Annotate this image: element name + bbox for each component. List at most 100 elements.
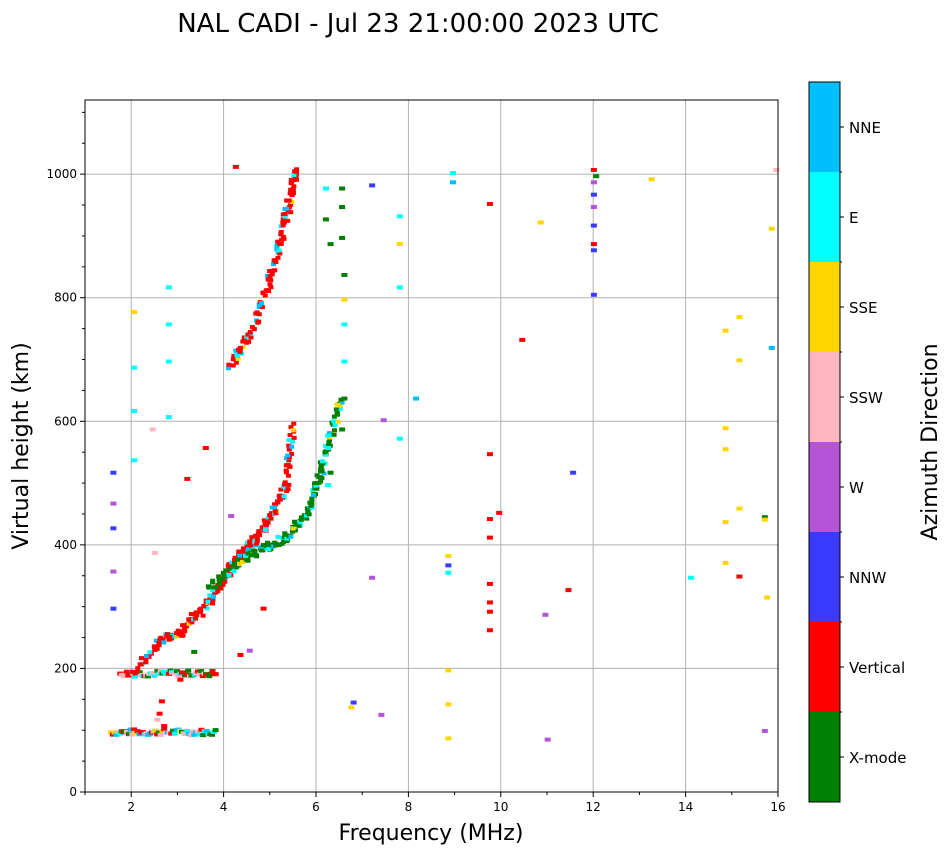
echo-point [201, 604, 207, 609]
echo-point [318, 479, 324, 484]
echo-point [331, 419, 337, 424]
echo-point [323, 452, 329, 457]
echo-point [154, 717, 161, 722]
echo-point [722, 520, 729, 525]
x-tick-label: 8 [405, 800, 413, 814]
echo-point [268, 285, 274, 290]
echo-point [168, 731, 175, 736]
echo-point [226, 562, 232, 567]
echo-point [486, 581, 493, 586]
echo-point [326, 442, 332, 447]
echo-point [149, 427, 156, 432]
echo-point [154, 646, 160, 651]
y-axis-label: Virtual height (km) [9, 342, 34, 549]
echo-point [209, 732, 216, 737]
echo-point [590, 292, 597, 297]
echo-point [590, 248, 597, 253]
echo-point [565, 588, 572, 593]
echo-point [263, 523, 269, 528]
echo-point [590, 242, 597, 247]
echo-point [156, 643, 162, 648]
echo-point [736, 574, 743, 579]
echo-point [284, 536, 290, 541]
echo-point [220, 582, 226, 587]
echo-point [282, 480, 288, 485]
echo-point [237, 346, 243, 351]
echo-point [294, 167, 300, 172]
echo-point [249, 543, 255, 548]
echo-point [143, 656, 149, 661]
echo-point [254, 539, 260, 544]
echo-point [164, 632, 170, 637]
echo-point [256, 303, 262, 308]
echo-point [272, 509, 278, 514]
echo-point [570, 470, 577, 475]
echo-point [291, 184, 297, 189]
echo-point [194, 669, 201, 674]
echo-point [256, 319, 262, 324]
echo-point [205, 584, 211, 589]
echo-point [110, 606, 117, 611]
echo-point [244, 340, 250, 345]
echo-point [341, 297, 348, 302]
echo-point [280, 223, 286, 228]
colorbar-label: X-mode [849, 749, 906, 767]
echo-point [240, 548, 246, 553]
echo-point [178, 632, 184, 637]
echo-point [240, 344, 246, 349]
echo-point [236, 549, 242, 554]
echo-point [182, 629, 188, 634]
echo-point [147, 650, 153, 655]
echo-point [165, 671, 172, 676]
echo-point [216, 582, 222, 587]
echo-point [157, 733, 164, 738]
echo-point [151, 551, 158, 556]
echo-point [590, 205, 597, 210]
echo-point [237, 652, 244, 657]
echo-point [198, 669, 205, 674]
echo-point [262, 528, 268, 533]
echo-point [272, 502, 278, 507]
echo-point [233, 360, 239, 365]
echo-point [291, 421, 297, 426]
echo-point [334, 410, 340, 415]
echo-point [341, 396, 348, 401]
echo-point [486, 535, 493, 540]
echo-point [248, 335, 254, 340]
echo-point [230, 363, 236, 368]
echo-point [210, 601, 216, 606]
echo-point [761, 515, 768, 520]
echo-point [275, 534, 281, 539]
echo-point [308, 503, 314, 508]
echo-point [270, 542, 276, 547]
echo-point [339, 400, 345, 405]
echo-point [445, 554, 452, 559]
echo-point [296, 523, 302, 528]
echo-point [152, 647, 158, 652]
plot-frame [84, 99, 779, 793]
echo-point [292, 519, 298, 524]
echo-point [216, 574, 222, 579]
echo-point [136, 670, 143, 675]
echo-point [231, 569, 237, 574]
y-tick-label: 800 [54, 291, 77, 305]
echo-point [165, 415, 172, 420]
echo-point [486, 609, 493, 614]
echo-point [186, 621, 192, 626]
echo-point [175, 674, 182, 679]
echo-point [268, 511, 274, 516]
echo-point [761, 728, 768, 733]
echo-point [291, 435, 297, 440]
echo-point [290, 526, 296, 531]
echo-point [486, 628, 493, 633]
echo-point [298, 515, 304, 520]
echo-point [231, 563, 237, 568]
echo-point [218, 586, 224, 591]
data-marks [108, 164, 780, 742]
echo-point [125, 673, 132, 678]
echo-point [245, 558, 251, 563]
echo-point [282, 211, 288, 216]
colorbar-segment [809, 622, 840, 712]
echo-point [225, 366, 231, 371]
echo-point [188, 616, 194, 621]
